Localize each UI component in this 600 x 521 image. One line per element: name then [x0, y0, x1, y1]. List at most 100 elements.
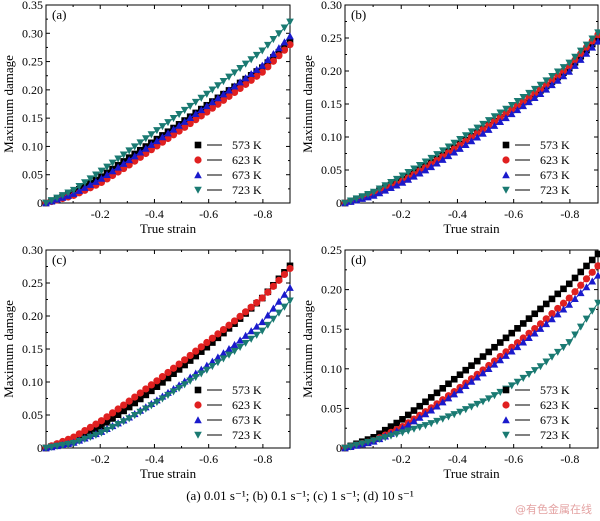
data-point — [485, 121, 493, 130]
data-point — [258, 317, 267, 326]
y-tick-label: 0 — [336, 441, 342, 455]
legend-marker — [194, 401, 202, 409]
data-point — [542, 315, 550, 323]
chart-panel-b: 0 0.05 0.10 0.15 0.20 0.25 0.30 -0.2 -0.4 -0.6 -0.… — [300, 0, 600, 236]
data-point — [456, 408, 464, 416]
data-point — [242, 80, 250, 88]
y-axis-label: Maximum damage — [1, 55, 16, 153]
data-point — [369, 437, 378, 445]
data-point — [286, 41, 294, 49]
x-axis-label: True strain — [140, 466, 197, 480]
data-point — [42, 199, 50, 207]
data-point — [191, 109, 200, 118]
data-point — [588, 35, 597, 43]
data-point — [70, 433, 78, 441]
data-point — [75, 186, 84, 194]
data-point — [103, 170, 111, 179]
data-point — [376, 430, 383, 438]
data-point — [230, 340, 239, 348]
data-point — [410, 172, 418, 180]
data-point — [467, 137, 476, 145]
data-point — [214, 353, 222, 361]
data-point — [252, 65, 261, 73]
data-point — [461, 381, 470, 389]
data-point — [247, 76, 255, 84]
data-point — [398, 178, 407, 186]
data-point — [422, 398, 429, 406]
data-point — [180, 381, 189, 389]
legend-label: 723 K — [232, 183, 262, 197]
data-point — [582, 315, 591, 323]
data-point — [191, 98, 200, 106]
data-point — [525, 370, 533, 379]
data-point — [142, 135, 150, 143]
legend-label: 573 K — [540, 383, 570, 397]
data-point — [444, 413, 453, 421]
data-point — [565, 59, 574, 67]
data-point — [219, 349, 228, 357]
data-point — [109, 415, 116, 422]
data-point — [484, 125, 493, 133]
data-point — [158, 395, 167, 403]
data-point — [241, 60, 250, 68]
data-point — [467, 128, 476, 136]
data-point — [125, 156, 133, 164]
data-point — [186, 119, 194, 128]
data-point — [192, 347, 200, 355]
data-point — [147, 381, 155, 389]
data-point — [571, 331, 579, 339]
data-point — [175, 121, 183, 129]
data-point — [264, 63, 272, 71]
data-point — [473, 373, 482, 381]
data-point — [542, 300, 550, 308]
x-axis-label: True strain — [140, 221, 197, 236]
data-point — [252, 51, 261, 59]
data-point — [142, 144, 150, 152]
data-point — [98, 422, 105, 430]
data-point — [247, 335, 255, 343]
data-point — [92, 425, 100, 433]
data-point — [175, 110, 183, 119]
y-tick-label: 0.20 — [22, 309, 43, 323]
data-point — [147, 140, 156, 148]
panel-label: (b) — [351, 7, 366, 22]
x-tick-label: -0.2 — [91, 207, 110, 221]
data-point — [415, 161, 424, 170]
data-point — [594, 37, 600, 45]
data-point — [553, 76, 562, 84]
data-point — [479, 125, 487, 134]
data-point — [346, 197, 355, 205]
data-point — [381, 182, 390, 190]
data-point — [103, 426, 111, 434]
data-point — [588, 43, 597, 51]
data-point — [433, 417, 441, 426]
data-point — [513, 106, 522, 114]
legend-label: 623 K — [232, 153, 262, 167]
data-point — [519, 374, 528, 382]
legend-marker — [502, 156, 510, 164]
data-point — [125, 403, 133, 411]
data-point — [153, 377, 161, 385]
data-point — [542, 358, 551, 366]
data-point — [247, 303, 255, 311]
data-point — [479, 369, 487, 377]
data-point — [479, 129, 487, 137]
y-tick-label: 0.20 — [321, 283, 342, 297]
data-point — [242, 308, 250, 316]
y-tick-label: 0.25 — [321, 31, 342, 45]
data-point — [398, 172, 407, 180]
y-tick-label: 0.05 — [321, 163, 342, 177]
data-point — [594, 299, 600, 307]
data-point — [525, 93, 533, 102]
data-point — [130, 143, 139, 151]
data-point — [225, 321, 233, 329]
x-tick-label: -0.6 — [504, 452, 523, 466]
data-point — [588, 277, 597, 285]
data-point — [114, 411, 122, 418]
data-point — [582, 41, 591, 49]
x-axis-label: True strain — [443, 221, 500, 236]
data-point — [531, 310, 539, 318]
data-point — [170, 370, 177, 378]
legend-label: 623 K — [540, 153, 570, 167]
